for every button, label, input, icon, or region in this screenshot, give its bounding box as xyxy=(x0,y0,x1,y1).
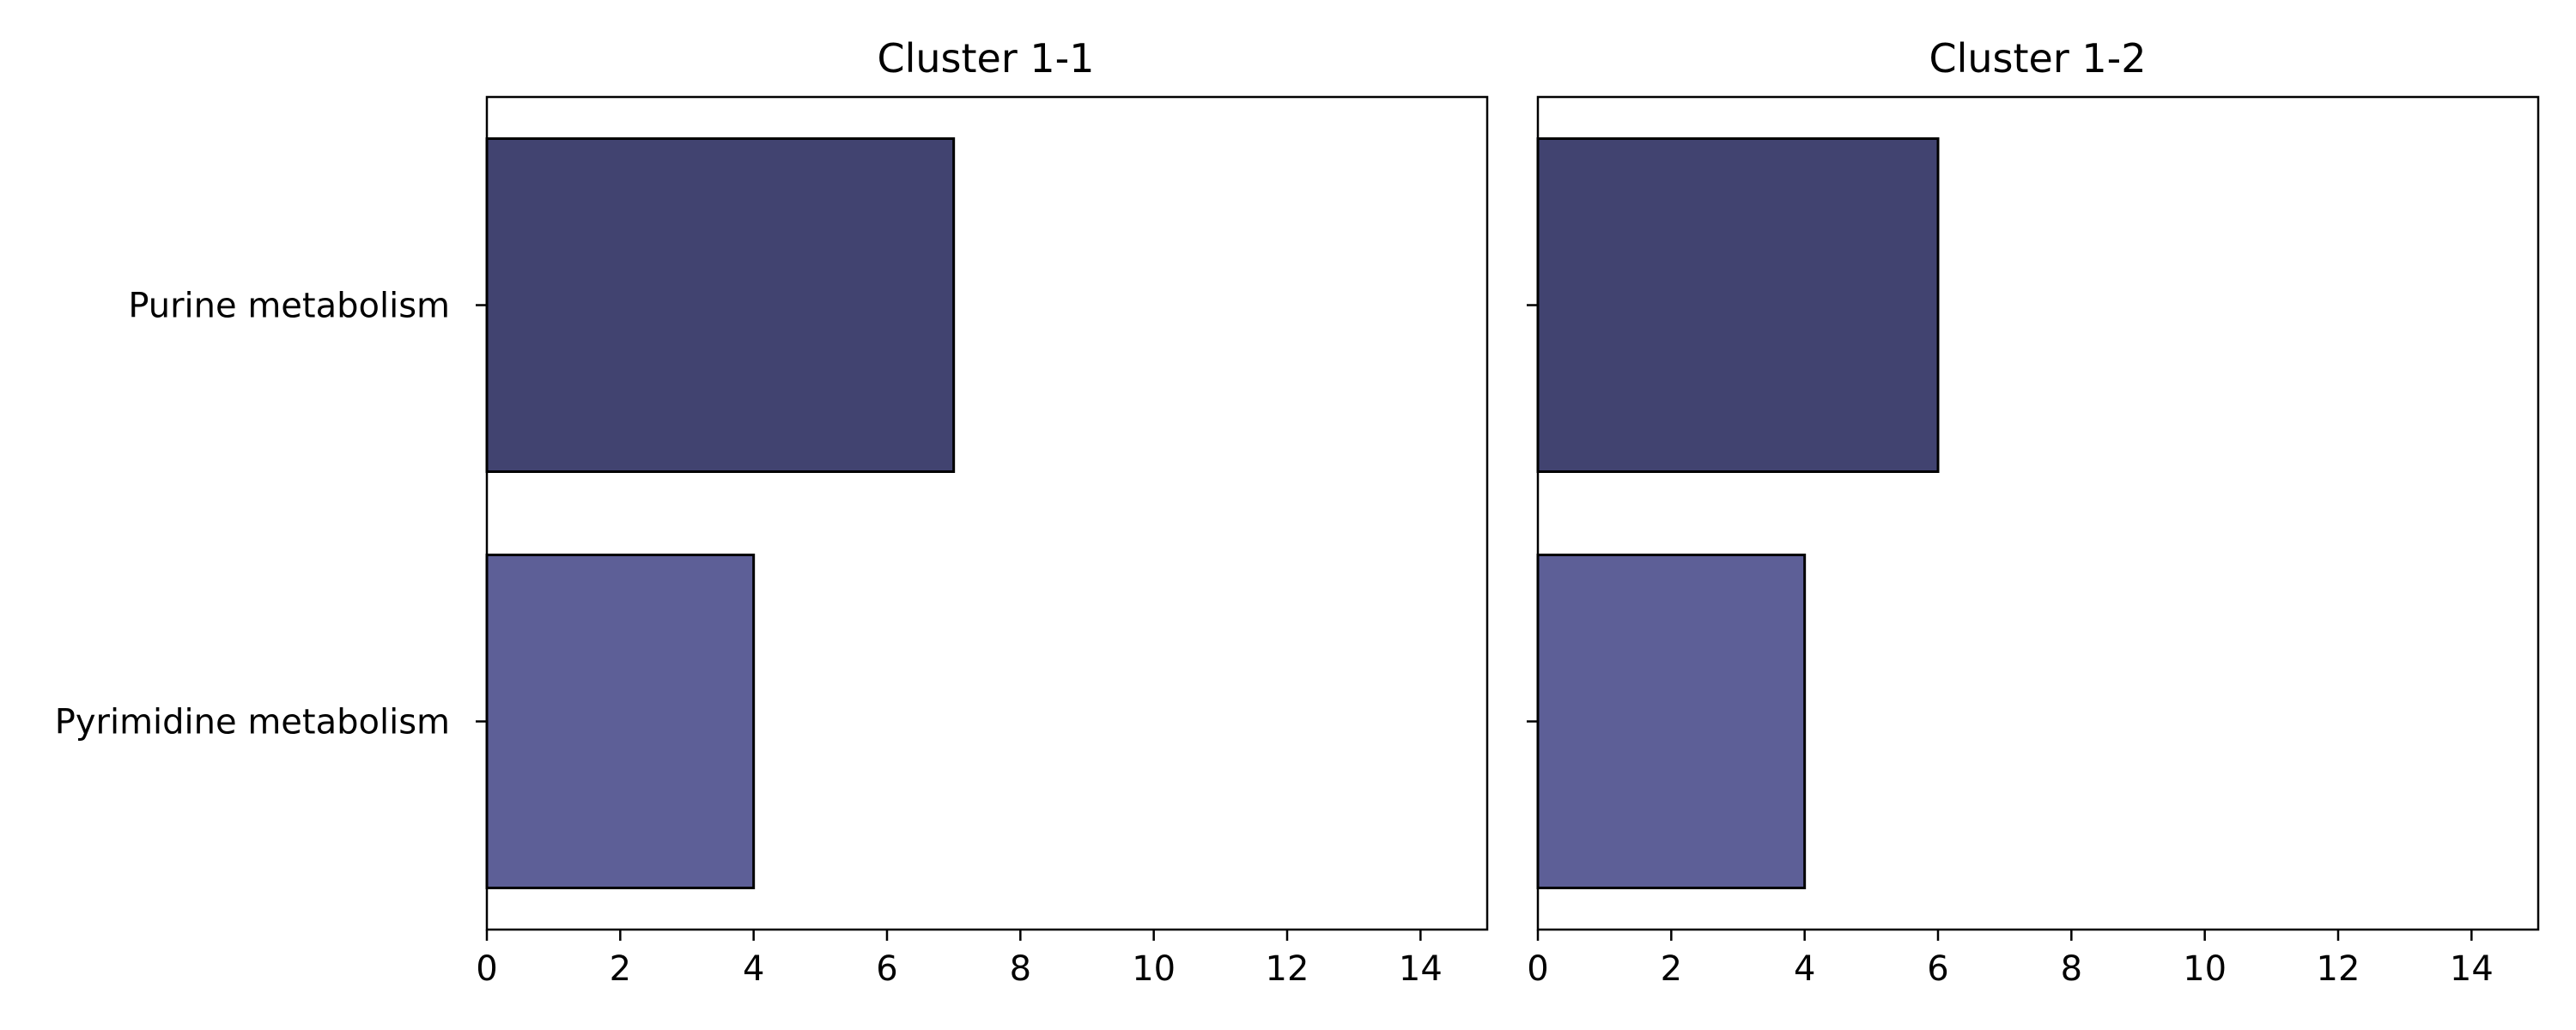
x-tick-label: 12 xyxy=(1266,949,1309,989)
x-tick-label: 14 xyxy=(1399,949,1443,989)
x-tick-label: 4 xyxy=(743,949,764,989)
panel-cluster-1-2: Cluster 1-2 0 2 4 6 8 10 12 14 xyxy=(1527,35,2540,989)
panel-title: Cluster 1-1 xyxy=(877,35,1094,82)
x-tick-label: 0 xyxy=(476,949,497,989)
plot-frame xyxy=(485,95,1489,931)
bar-group xyxy=(485,137,956,889)
x-tick-label: 2 xyxy=(610,949,631,989)
x-tick-label: 8 xyxy=(2061,949,2082,989)
x-tick-label: 8 xyxy=(1010,949,1031,989)
x-tick-label: 6 xyxy=(1927,949,1948,989)
bar-group xyxy=(1536,137,1940,889)
x-tick-label: 4 xyxy=(1794,949,1815,989)
x-axis: 0 2 4 6 8 10 12 14 xyxy=(1527,930,2494,989)
x-tick-label: 12 xyxy=(2317,949,2360,989)
x-tick-label: 0 xyxy=(1527,949,1548,989)
x-tick-label: 2 xyxy=(1661,949,1682,989)
y-axis: Purine metabolism Pyrimidine metabolism xyxy=(55,287,487,742)
x-tick-label: 10 xyxy=(2183,949,2227,989)
panel-cluster-1-1: Cluster 1-1 Purine metabolism Pyrimidine … xyxy=(55,35,1489,989)
y-tick-label: Purine metabolism xyxy=(128,287,450,326)
y-tick-label: Pyrimidine metabolism xyxy=(55,703,450,742)
plot-frame xyxy=(1536,95,2540,931)
y-axis xyxy=(1527,304,1538,723)
x-axis: 0 2 4 6 8 10 12 14 xyxy=(476,930,1443,989)
x-tick-label: 14 xyxy=(2450,949,2494,989)
x-tick-label: 10 xyxy=(1132,949,1176,989)
x-tick-label: 6 xyxy=(876,949,897,989)
bar-pyrimidine-metabolism xyxy=(1536,554,1807,889)
bar-purine-metabolism xyxy=(1536,137,1940,473)
bar-purine-metabolism xyxy=(485,137,956,473)
panel-title: Cluster 1-2 xyxy=(1929,35,2146,82)
bar-pyrimidine-metabolism xyxy=(485,554,756,889)
